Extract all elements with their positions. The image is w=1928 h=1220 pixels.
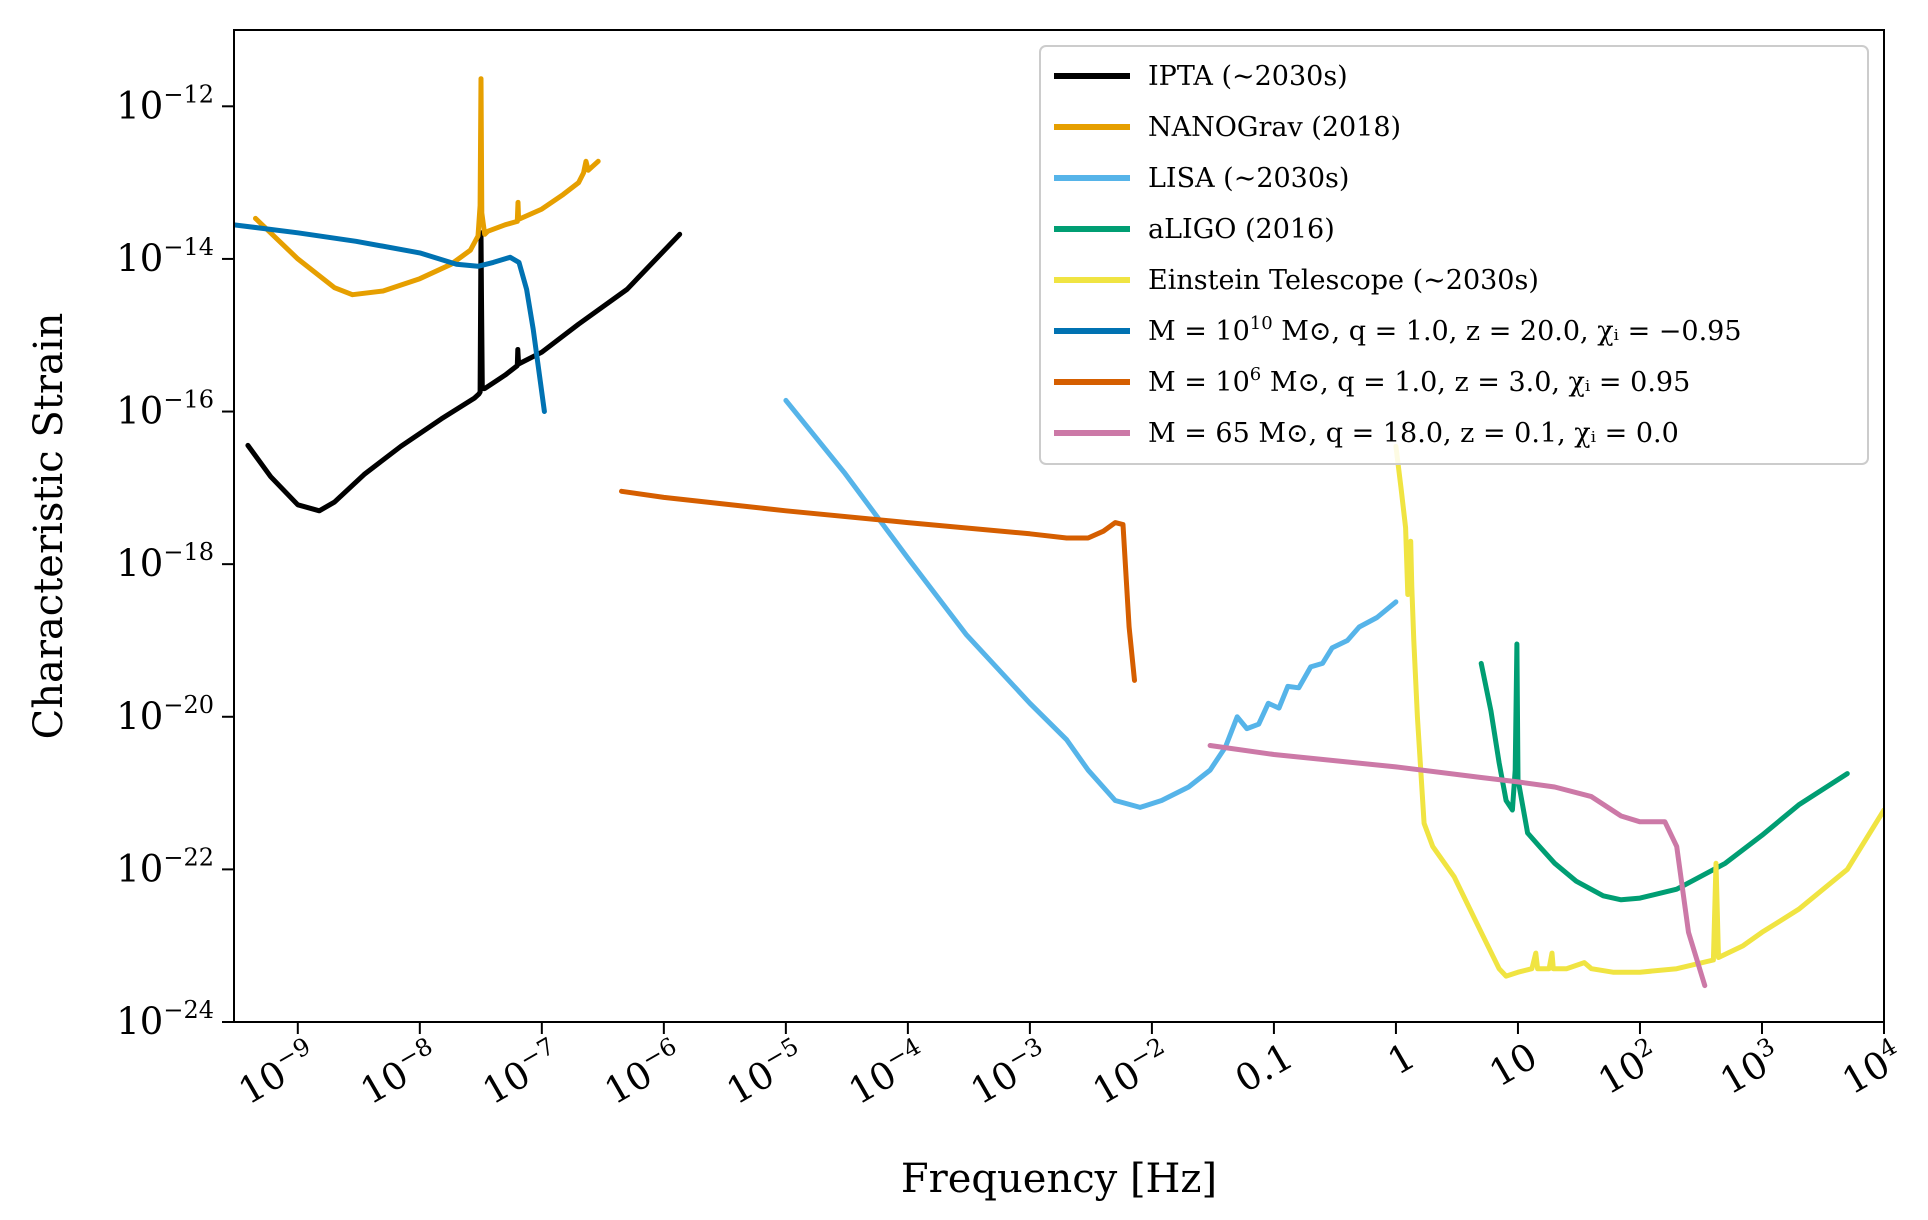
x-tick-label: 10−3 bbox=[962, 1032, 1056, 1113]
x-tick-label: 103 bbox=[1711, 1032, 1788, 1103]
y-tick-label: 10−18 bbox=[116, 538, 214, 585]
y-tick-label: 10−12 bbox=[116, 80, 214, 127]
y-tick-label: 10−16 bbox=[116, 386, 214, 433]
series-line-0 bbox=[245, 230, 683, 514]
y-tick-label: 10−14 bbox=[116, 233, 214, 280]
x-tick-label: 104 bbox=[1833, 1032, 1910, 1103]
legend-label-6: M = 106 M⊙, q = 1.0, z = 3.0, χᵢ = 0.95 bbox=[1148, 364, 1690, 398]
legend-label-0: IPTA (∼2030s) bbox=[1148, 61, 1348, 92]
x-tick-label: 10 bbox=[1482, 1035, 1544, 1096]
x-axis-label: Frequency [Hz] bbox=[901, 1156, 1217, 1202]
series-line-1 bbox=[253, 76, 601, 298]
y-axis-label: Characteristic Strain bbox=[26, 313, 72, 740]
legend-label-5: M = 1010 M⊙, q = 1.0, z = 20.0, χᵢ = −0.… bbox=[1148, 313, 1742, 347]
series-line-5 bbox=[234, 222, 547, 414]
series-line-2 bbox=[783, 397, 1399, 810]
series-line-7 bbox=[1207, 743, 1708, 989]
x-tick-label: 10−5 bbox=[718, 1032, 812, 1113]
x-axis: 10−9 10−8 10−7 10−6 10−5 10−4 10−3 10−2 0.1 1 10 10… bbox=[230, 1022, 1910, 1113]
legend-label-4: Einstein Telescope (∼2030s) bbox=[1148, 265, 1539, 296]
y-tick-label: 10−20 bbox=[116, 691, 214, 738]
x-tick-label: 10−7 bbox=[474, 1032, 568, 1113]
x-tick-label: 10−4 bbox=[840, 1032, 934, 1113]
x-tick-label: 102 bbox=[1589, 1032, 1666, 1103]
plot-frame bbox=[233, 29, 1885, 1023]
y-axis: 10−12 10−14 10−16 10−18 10−20 10−22 10−24 bbox=[116, 80, 234, 1043]
legend-label-3: aLIGO (2016) bbox=[1148, 214, 1335, 245]
legend-label-2: LISA (∼2030s) bbox=[1148, 163, 1349, 194]
x-tick-label: 10−2 bbox=[1084, 1032, 1178, 1113]
x-tick-label: 10−9 bbox=[230, 1032, 324, 1113]
x-tick-label: 10−8 bbox=[352, 1032, 446, 1113]
x-tick-label: 1 bbox=[1381, 1035, 1423, 1084]
series-line-4 bbox=[1393, 443, 1884, 979]
legend: IPTA (∼2030s) NANOGrav (2018) LISA (∼2030s… bbox=[1039, 45, 1869, 465]
legend-box bbox=[1039, 45, 1869, 465]
x-tick-label: 10−6 bbox=[596, 1032, 690, 1113]
series-layer bbox=[234, 76, 1884, 989]
y-tick-label: 10−22 bbox=[116, 843, 214, 890]
legend-label-1: NANOGrav (2018) bbox=[1148, 112, 1401, 143]
y-tick-label: 10−24 bbox=[116, 996, 214, 1043]
x-tick-label: 0.1 bbox=[1228, 1035, 1300, 1102]
legend-label-7: M = 65 M⊙, q = 18.0, z = 0.1, χᵢ = 0.0 bbox=[1148, 418, 1679, 449]
series-line-6 bbox=[619, 488, 1137, 683]
series-line-3 bbox=[1478, 641, 1850, 903]
